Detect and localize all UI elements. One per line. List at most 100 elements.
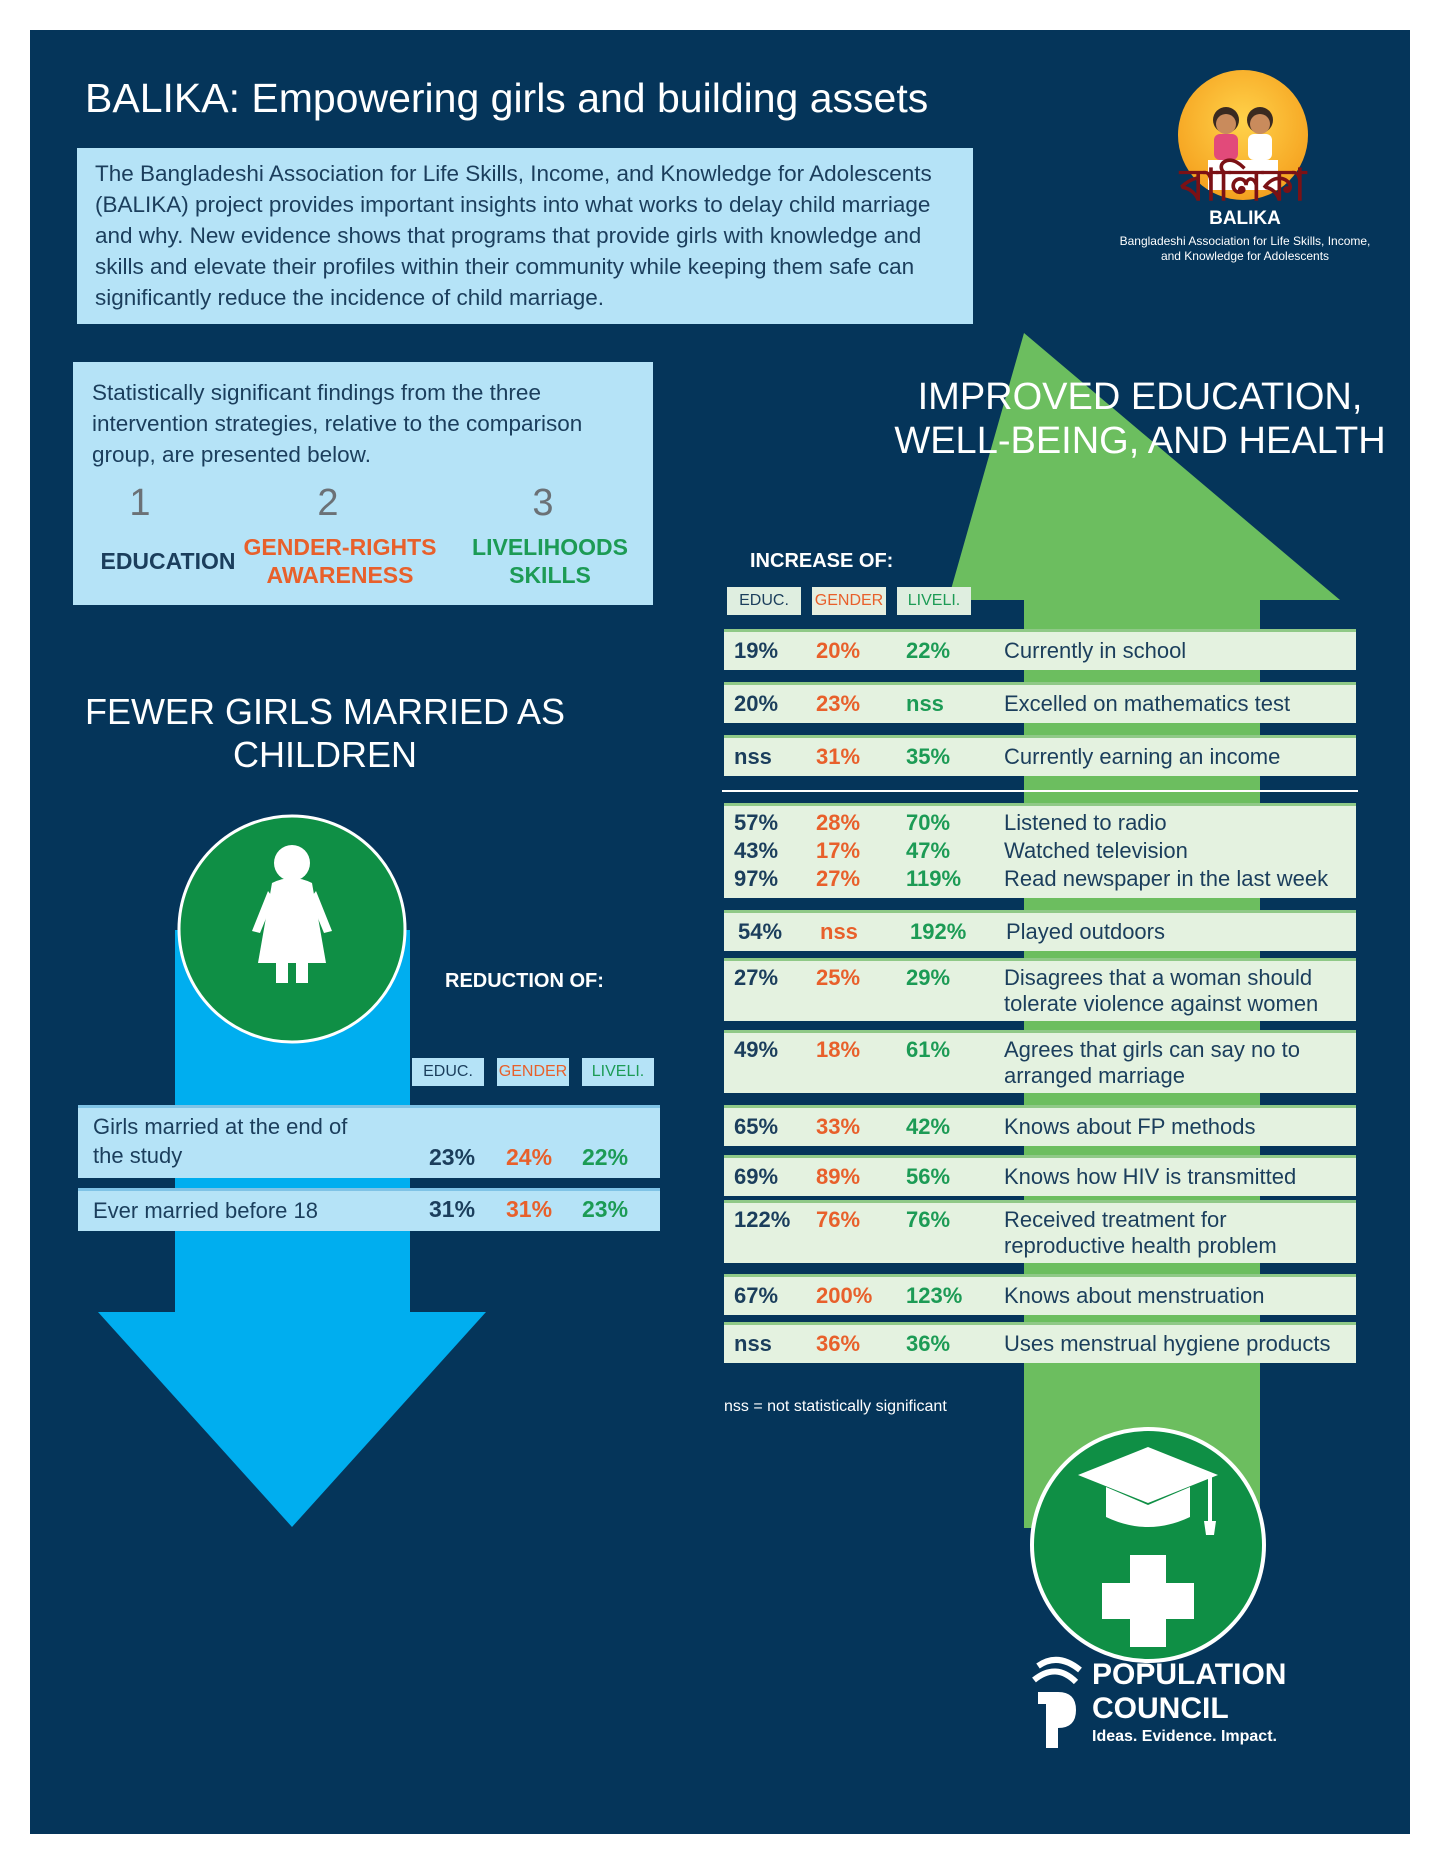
cell-educ: 27% [734, 965, 779, 990]
strategy-1-number: 1 [129, 482, 151, 524]
row-label: Girls married at the end of the study [93, 1114, 348, 1168]
cell-educ: 31% [429, 1196, 476, 1222]
cell-educ: 65% [734, 1114, 779, 1139]
cell-gender: 18% [816, 1037, 861, 1062]
infographic-panel: BALIKA: Empowering girls and building as… [30, 30, 1410, 1834]
cell-gender: 25% [816, 965, 861, 990]
cell-liveli: 22% [906, 638, 951, 663]
left-col-gender: GENDER [497, 1058, 569, 1086]
row-label: Played outdoors [1006, 919, 1165, 944]
strategies-intro: Statistically significant findings from … [92, 380, 583, 467]
cell-gender: 89% [816, 1164, 861, 1189]
cell-liveli: 119% [906, 866, 962, 891]
logo-script-text: বালিকা [1180, 160, 1307, 211]
cell-educ: 97% [734, 866, 779, 891]
strategy-2-number: 2 [317, 482, 339, 524]
cell-gender: 28% [816, 810, 861, 835]
row-label: Agrees that girls can say no to arranged… [1004, 1037, 1300, 1088]
table-row-married-before-18: Ever married before 18 31% 31% 23% [78, 1188, 660, 1231]
section-divider [722, 790, 1358, 792]
cell-liveli: 29% [906, 965, 951, 990]
cell-gender: 36% [816, 1331, 861, 1356]
table-row-hiv: 69% 89% 56% Knows how HIV is transmitted [724, 1155, 1356, 1196]
right-col-liveli: LIVELI. [897, 587, 971, 615]
left-heading: FEWER GIRLS MARRIED AS CHILDREN [84, 691, 566, 775]
cell-liveli: 35% [906, 744, 951, 769]
cell-liveli: 47% [906, 838, 951, 863]
row-label: Currently in school [1004, 638, 1187, 663]
cell-educ: 54% [738, 919, 783, 944]
strategy-2-label: GENDER-RIGHTS AWARENESS [243, 534, 437, 588]
cell-gender: 31% [816, 744, 861, 769]
cell-liveli: 192% [910, 919, 967, 944]
row-label: Uses menstrual hygiene products [1004, 1331, 1331, 1356]
balika-logo-icon [1178, 70, 1308, 200]
girl-icon [252, 845, 332, 983]
table-row-outdoors: 54% nss 192% Played outdoors [724, 910, 1356, 951]
org-name-line2: COUNCIL [1092, 1692, 1229, 1725]
cell-liveli: 61% [906, 1037, 951, 1062]
girl-icon-circle [177, 814, 407, 1044]
cell-educ: nss [734, 744, 772, 769]
cell-educ: nss [734, 1331, 772, 1356]
cell-gender: 33% [816, 1114, 861, 1139]
left-col-liveli: LIVELI. [582, 1058, 654, 1086]
row-label: Knows about FP methods [1004, 1114, 1256, 1139]
medical-cross-icon [1102, 1555, 1194, 1647]
cell-liveli: 22% [582, 1144, 629, 1170]
page-title: BALIKA: Empowering girls and building as… [85, 75, 929, 121]
cell-liveli: 123% [906, 1283, 963, 1308]
table-row-income: nss 31% 35% Currently earning an income [724, 735, 1356, 776]
cell-gender: 23% [816, 691, 861, 716]
table-row-fp-methods: 65% 33% 42% Knows about FP methods [724, 1105, 1356, 1146]
cell-gender: 76% [816, 1207, 861, 1232]
logo-name: BALIKA [1209, 208, 1281, 229]
left-col-educ: EDUC. [412, 1058, 484, 1086]
cell-gender: 24% [506, 1144, 553, 1170]
row-label: Received treatment for reproductive heal… [1004, 1207, 1277, 1258]
row-label: Listened to radio [1004, 810, 1167, 835]
row-label: Disagrees that a woman should tolerate v… [1004, 965, 1319, 1016]
graduation-cap-icon [1078, 1447, 1218, 1535]
row-label: Currently earning an income [1004, 744, 1281, 769]
row-label: Knows how HIV is transmitted [1004, 1164, 1297, 1189]
right-col-gender: GENDER [812, 587, 886, 615]
strategy-1-label: EDUCATION [100, 548, 236, 574]
cell-liveli: 76% [906, 1207, 951, 1232]
table-row-reproductive-health: 122% 76% 76% Received treatment for repr… [724, 1200, 1356, 1263]
cell-gender: 17% [816, 838, 861, 863]
cell-educ: 69% [734, 1164, 779, 1189]
cell-liveli: 42% [906, 1114, 951, 1139]
cell-educ: 19% [734, 638, 779, 663]
nss-footnote: nss = not statistically significant [724, 1398, 947, 1415]
cell-educ: 23% [429, 1144, 476, 1170]
row-label: Knows about menstruation [1004, 1283, 1265, 1308]
row-label: Watched television [1004, 838, 1188, 863]
right-heading: IMPROVED EDUCATION, WELL-BEING, AND HEAL… [894, 376, 1386, 462]
cell-educ: 57% [734, 810, 779, 835]
cell-gender: 200% [816, 1283, 873, 1308]
strategy-3-number: 3 [532, 482, 554, 524]
org-name-line1: POPULATION [1092, 1658, 1287, 1691]
table-row-in-school: 19% 20% 22% Currently in school [724, 629, 1356, 670]
cell-gender: 31% [506, 1196, 553, 1222]
table-row-arranged-marriage: 49% 18% 61% Agrees that girls can say no… [724, 1030, 1356, 1093]
cell-gender: nss [820, 919, 858, 944]
strategies-box [73, 362, 653, 605]
table-row-married-end-study: Girls married at the end of the study 23… [78, 1105, 660, 1178]
intro-box: The Bangladeshi Association for Life Ski… [77, 148, 973, 324]
row-label: Ever married before 18 [93, 1198, 318, 1223]
right-col-educ: EDUC. [727, 587, 801, 615]
increase-label: INCREASE OF: [750, 550, 894, 572]
cell-liveli: 23% [582, 1196, 629, 1222]
cell-educ: 122% [734, 1207, 791, 1232]
logo-girls-illustration [1208, 107, 1278, 190]
row-label: Excelled on mathematics test [1004, 691, 1291, 716]
row-label: Read newspaper in the last week [1004, 866, 1329, 891]
logo-subtitle: Bangladeshi Association for Life Skills,… [1119, 234, 1371, 263]
cell-educ: 20% [734, 691, 779, 716]
strategy-3-label: LIVELIHOODS SKILLS [472, 534, 628, 588]
cell-educ: 67% [734, 1283, 779, 1308]
population-council-logo-icon [1032, 1657, 1082, 1748]
cell-liveli: 70% [906, 810, 951, 835]
